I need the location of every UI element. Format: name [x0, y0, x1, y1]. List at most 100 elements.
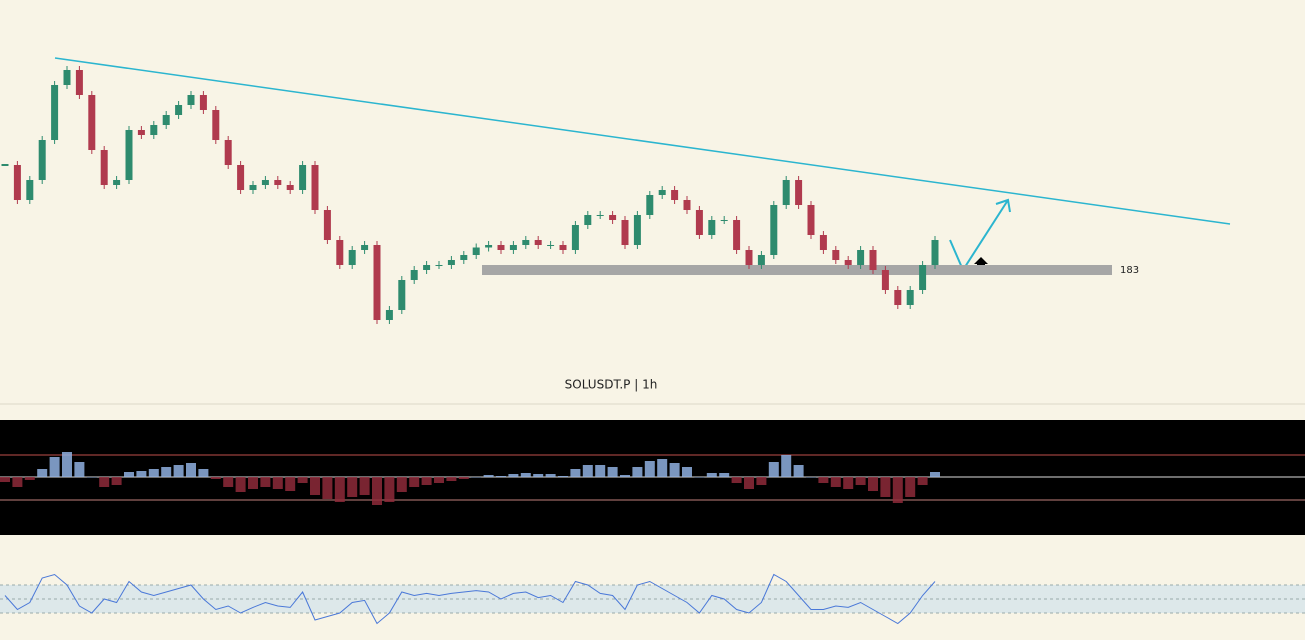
momentum-bar [111, 477, 122, 485]
candle [187, 95, 195, 105]
candle [150, 125, 158, 135]
momentum-bar [719, 473, 730, 477]
candle [472, 247, 480, 255]
candle [894, 290, 902, 305]
momentum-bar [768, 462, 779, 477]
momentum-bar [409, 477, 420, 487]
candle [361, 245, 369, 250]
momentum-bar [682, 467, 692, 477]
candle [757, 255, 765, 265]
momentum-bar [471, 477, 482, 478]
candle [683, 200, 691, 210]
momentum-bar [744, 477, 754, 489]
support-band [482, 265, 1112, 275]
candle [286, 185, 294, 190]
candle [100, 150, 108, 185]
candle [857, 250, 865, 265]
momentum-bar [310, 477, 320, 495]
candle [596, 215, 604, 216]
momentum-bar [570, 469, 581, 477]
candle [671, 190, 679, 200]
candle [348, 250, 356, 265]
momentum-bar [260, 477, 271, 487]
momentum-bar [892, 477, 903, 503]
momentum-bar [12, 477, 23, 487]
momentum-bar [285, 477, 296, 491]
momentum-bar [843, 477, 854, 489]
candle [1, 164, 9, 166]
momentum-bar [818, 477, 829, 483]
momentum-bar [520, 473, 531, 477]
candle [423, 265, 431, 270]
momentum-bar [136, 471, 147, 477]
candle [559, 245, 567, 250]
momentum-bar [161, 467, 172, 477]
symbol-title: SOLUSDT.P | 1h [565, 378, 658, 392]
momentum-bar [359, 477, 370, 495]
candle [832, 250, 840, 260]
momentum-bar [396, 477, 407, 492]
momentum-bar [917, 477, 928, 485]
momentum-bar [657, 459, 668, 477]
momentum-bar [756, 477, 767, 485]
candle [175, 105, 183, 115]
candle [609, 215, 617, 220]
momentum-bar [855, 477, 866, 485]
momentum-bar [173, 465, 184, 477]
momentum-bar [731, 477, 742, 483]
candle [522, 240, 530, 245]
candle [336, 240, 344, 265]
candle [733, 220, 741, 250]
candle [695, 210, 703, 235]
candle [299, 165, 307, 190]
candle [88, 95, 96, 150]
momentum-bar [806, 477, 816, 478]
candle [162, 115, 170, 125]
candle [13, 165, 21, 200]
candle [51, 85, 59, 140]
candle [571, 225, 579, 250]
momentum-bar [235, 477, 246, 492]
candle [547, 245, 555, 246]
candle [906, 290, 914, 305]
candle [720, 220, 728, 221]
momentum-bar [62, 452, 72, 477]
momentum-bar [582, 465, 593, 477]
candle [509, 245, 517, 250]
momentum-bar [632, 467, 643, 477]
candle [807, 205, 815, 235]
momentum-bar [706, 473, 717, 477]
candle [261, 180, 269, 185]
momentum-bar [384, 477, 395, 502]
rsi-band [0, 585, 1305, 613]
momentum-bar [880, 477, 891, 497]
momentum-bar [508, 474, 519, 477]
candle [534, 240, 542, 245]
momentum-bar [496, 476, 506, 477]
candle [385, 310, 393, 320]
momentum-bar [99, 477, 110, 487]
momentum-bar [694, 477, 705, 478]
candle [447, 260, 455, 265]
momentum-bar [830, 477, 841, 487]
momentum-bar [297, 477, 308, 483]
candle [584, 215, 592, 225]
candle [199, 95, 207, 110]
momentum-bar [483, 475, 494, 477]
momentum-bar [272, 477, 283, 489]
candle [398, 280, 406, 310]
candle [212, 110, 220, 140]
candle [435, 265, 443, 266]
candle [249, 185, 257, 190]
candle [373, 245, 381, 320]
candle [237, 165, 245, 190]
momentum-bar [458, 477, 469, 479]
candle [795, 180, 803, 205]
candle [38, 140, 46, 180]
momentum-bar [620, 475, 630, 477]
candle [782, 180, 790, 205]
momentum-bar [421, 477, 432, 485]
candle [323, 210, 331, 240]
candle [26, 180, 34, 200]
momentum-bar [868, 477, 878, 491]
